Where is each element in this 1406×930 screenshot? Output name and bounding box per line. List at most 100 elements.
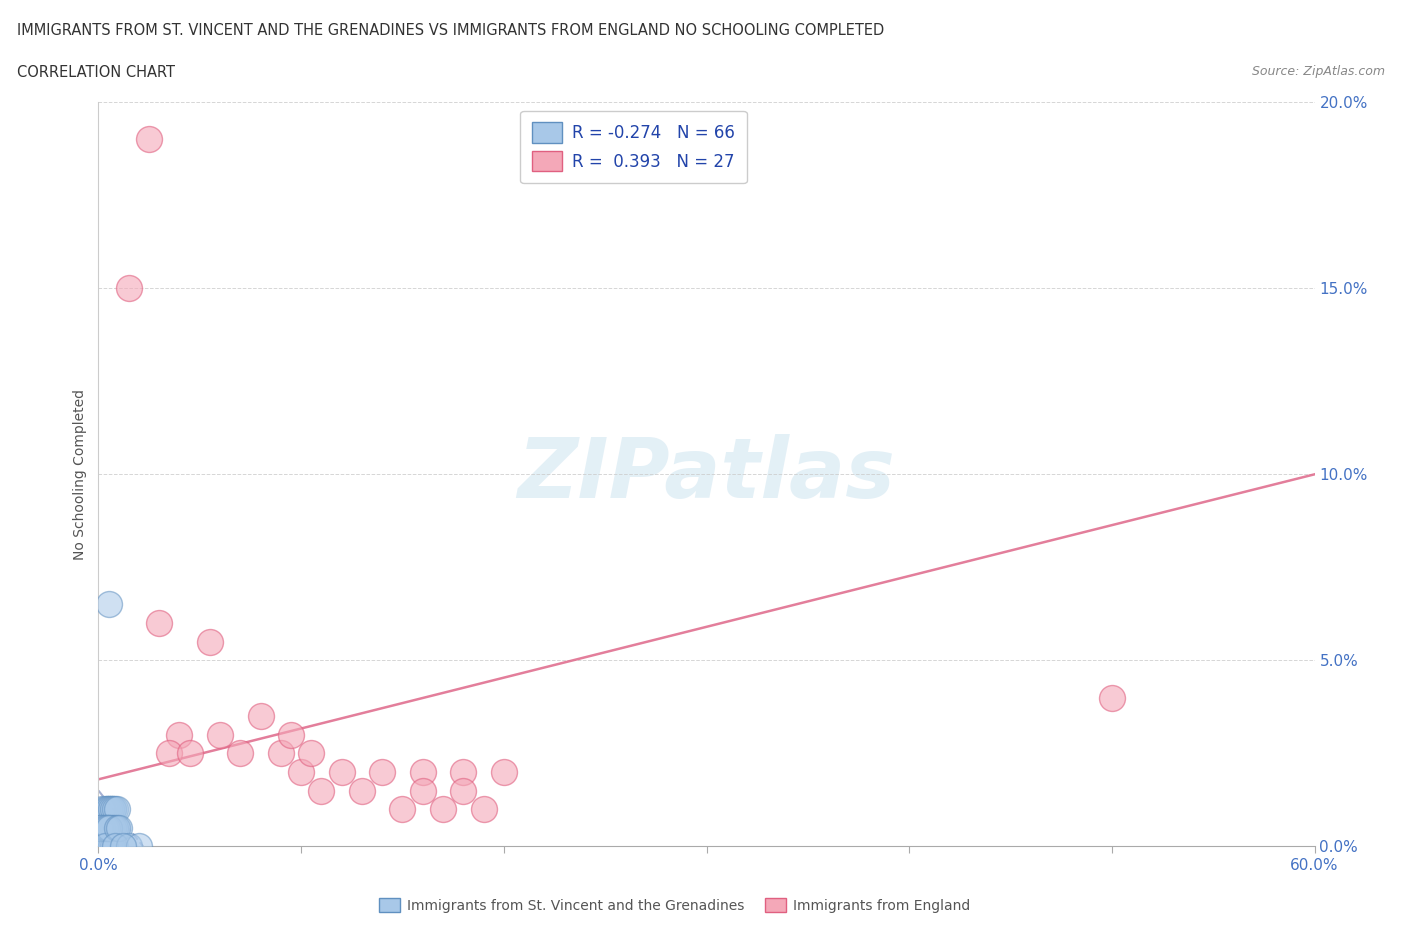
Point [91, 839, 114, 854]
Point [105, 802, 128, 817]
Point [97, 839, 120, 854]
Point [229, 746, 252, 761]
Point [91, 839, 114, 854]
Point [198, 634, 221, 649]
Text: IMMIGRANTS FROM ST. VINCENT AND THE GRENADINES VS IMMIGRANTS FROM ENGLAND NO SCH: IMMIGRANTS FROM ST. VINCENT AND THE GREN… [17, 23, 884, 38]
Point [179, 746, 201, 761]
Point [412, 783, 434, 798]
Point [270, 746, 292, 761]
Point [100, 839, 122, 854]
Point [89, 820, 111, 835]
Point [93, 820, 115, 835]
Point [101, 820, 124, 835]
Point [101, 839, 124, 854]
Point [105, 820, 128, 835]
Point [100, 802, 122, 817]
Point [97, 802, 120, 817]
Y-axis label: No Schooling Completed: No Schooling Completed [73, 389, 87, 560]
Point [96, 839, 118, 854]
Point [104, 820, 127, 835]
Point [350, 783, 373, 798]
Point [93, 820, 115, 835]
Point [111, 839, 134, 854]
Point [280, 727, 302, 742]
Legend: Immigrants from St. Vincent and the Grenadines, Immigrants from England: Immigrants from St. Vincent and the Gren… [374, 893, 976, 919]
Point [209, 727, 232, 742]
Point [97, 839, 120, 854]
Point [96, 820, 118, 835]
Point [472, 802, 495, 817]
Point [91, 820, 114, 835]
Point [100, 839, 122, 854]
Point [453, 783, 475, 798]
Point [299, 746, 322, 761]
Point [89, 820, 111, 835]
Point [492, 764, 515, 779]
Point [128, 839, 150, 854]
Point [330, 764, 353, 779]
Point [412, 764, 434, 779]
Point [107, 820, 129, 835]
Point [91, 820, 114, 835]
Text: Source: ZipAtlas.com: Source: ZipAtlas.com [1251, 65, 1385, 78]
Point [101, 839, 124, 854]
Point [104, 802, 127, 817]
Point [100, 820, 122, 835]
Point [157, 746, 180, 761]
Point [97, 820, 120, 835]
Point [96, 820, 118, 835]
Point [97, 820, 120, 835]
Point [93, 839, 115, 854]
Point [96, 820, 118, 835]
Point [432, 802, 454, 817]
Point [118, 839, 141, 854]
Point [100, 839, 122, 854]
Point [89, 820, 111, 835]
Point [101, 802, 124, 817]
Point [96, 802, 118, 817]
Point [118, 281, 141, 296]
Legend: R = -0.274   N = 66, R =  0.393   N = 27: R = -0.274 N = 66, R = 0.393 N = 27 [520, 111, 747, 183]
Point [89, 839, 111, 854]
Point [89, 839, 111, 854]
Point [169, 727, 191, 742]
Point [96, 802, 118, 817]
Point [1101, 690, 1123, 705]
Point [105, 820, 128, 835]
Point [311, 783, 333, 798]
Point [101, 820, 124, 835]
Point [97, 802, 120, 817]
Point [93, 820, 115, 835]
Point [290, 764, 312, 779]
Point [148, 616, 170, 631]
Point [91, 839, 114, 854]
Point [93, 839, 115, 854]
Point [104, 839, 127, 854]
Point [391, 802, 413, 817]
Point [93, 839, 115, 854]
Point [91, 802, 114, 817]
Point [93, 820, 115, 835]
Point [96, 839, 118, 854]
Point [93, 839, 115, 854]
Point [93, 839, 115, 854]
Point [93, 802, 115, 817]
Point [96, 839, 118, 854]
Point [371, 764, 394, 779]
Point [249, 709, 271, 724]
Point [100, 802, 122, 817]
Text: CORRELATION CHART: CORRELATION CHART [17, 65, 174, 80]
Point [96, 839, 118, 854]
Point [100, 820, 122, 835]
Point [93, 839, 115, 854]
Point [101, 802, 124, 817]
Point [97, 839, 120, 854]
Point [453, 764, 475, 779]
Point [97, 597, 120, 612]
Point [91, 839, 114, 854]
Point [97, 839, 120, 854]
Point [138, 132, 160, 147]
Point [91, 820, 114, 835]
Point [104, 820, 127, 835]
Text: ZIPatlas: ZIPatlas [517, 433, 896, 515]
